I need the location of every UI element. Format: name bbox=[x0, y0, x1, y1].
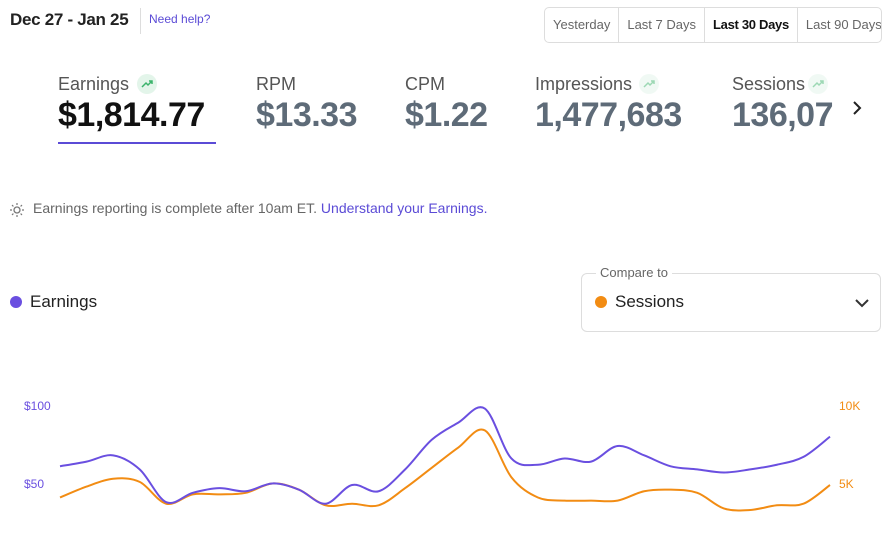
y-tick-label: $100 bbox=[24, 399, 51, 413]
y-tick-label: $50 bbox=[24, 477, 44, 491]
metric-value[interactable]: 1,477,683 bbox=[535, 96, 682, 134]
separator bbox=[140, 8, 141, 34]
legend-label: Earnings bbox=[30, 292, 98, 311]
metric-label[interactable]: Sessions bbox=[732, 74, 806, 94]
legend-dot bbox=[10, 296, 22, 308]
metric-value[interactable]: $13.33 bbox=[256, 96, 358, 134]
trend-icon bbox=[639, 74, 659, 94]
metric-value[interactable]: 136,07 bbox=[732, 96, 834, 134]
range-button[interactable]: Yesterday bbox=[545, 8, 620, 42]
sun-icon bbox=[9, 202, 25, 223]
notice-link[interactable]: Understand your Earnings. bbox=[320, 200, 488, 216]
compare-dot bbox=[595, 296, 607, 308]
help-link[interactable]: Need help? bbox=[149, 12, 211, 26]
trend-icon bbox=[137, 74, 157, 94]
metric-label[interactable]: CPM bbox=[405, 74, 445, 94]
metric-label[interactable]: Earnings bbox=[58, 74, 130, 94]
metric-value[interactable]: $1,814.77 bbox=[58, 96, 205, 134]
notice-text: Earnings reporting is complete after 10a… bbox=[33, 200, 318, 216]
compare-select[interactable] bbox=[581, 273, 881, 332]
range-button[interactable]: Last 30 Days bbox=[705, 8, 798, 42]
metric-label[interactable]: RPM bbox=[256, 74, 296, 94]
series-line bbox=[59, 406, 831, 505]
metric-label[interactable]: Impressions bbox=[535, 74, 633, 94]
series-line bbox=[59, 428, 831, 512]
range-button[interactable]: Last 7 Days bbox=[619, 8, 705, 42]
compare-value[interactable]: Sessions bbox=[615, 292, 684, 311]
dropdown-chevron[interactable] bbox=[854, 296, 870, 314]
date-range: Dec 27 - Jan 25 bbox=[10, 10, 129, 29]
range-button[interactable]: Last 90 Days bbox=[805, 17, 882, 32]
range-buttons: Yesterday Last 7 Days Last 30 Days Last … bbox=[544, 7, 882, 43]
next-arrow[interactable] bbox=[850, 98, 864, 123]
y2-tick-label: 5K bbox=[839, 477, 854, 491]
active-underline bbox=[58, 142, 216, 144]
y2-tick-label: 10K bbox=[839, 399, 860, 413]
trend-icon bbox=[808, 74, 828, 94]
metric-value[interactable]: $1.22 bbox=[405, 96, 488, 134]
compare-label: Compare to bbox=[596, 265, 672, 280]
metric-clip: 136,07 bbox=[732, 96, 836, 135]
notice: Earnings reporting is complete after 10a… bbox=[33, 200, 487, 216]
